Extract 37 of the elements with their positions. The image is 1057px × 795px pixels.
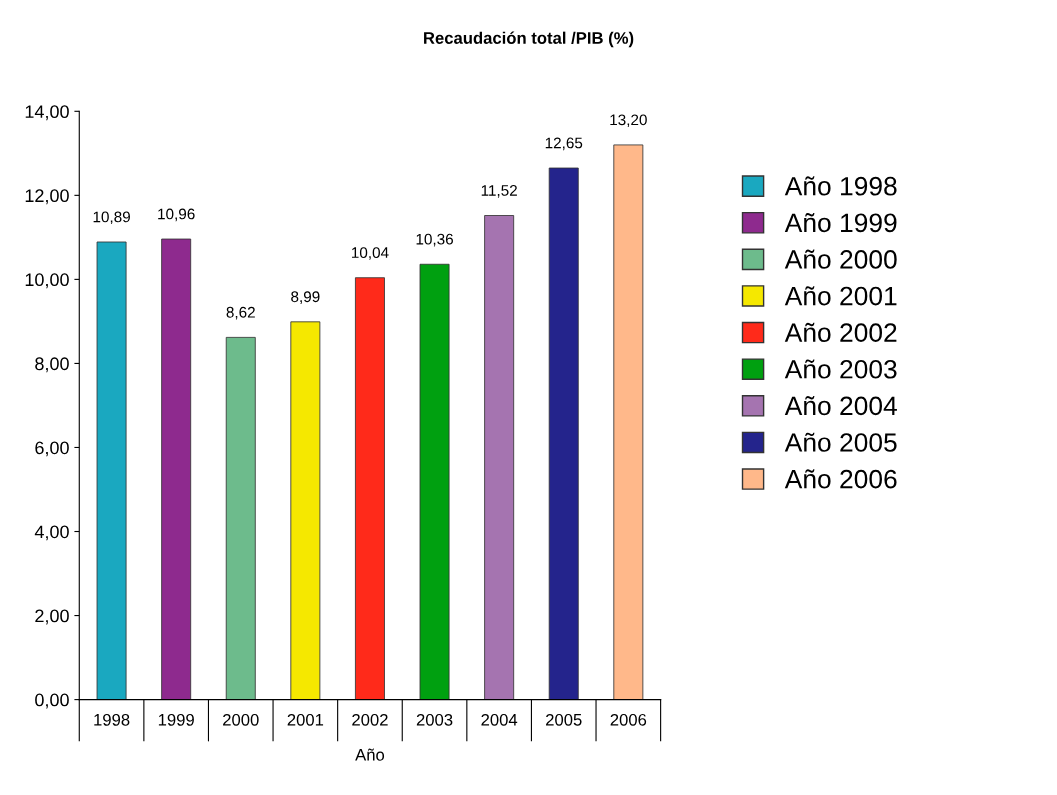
- x-tick-label: 1999: [158, 713, 194, 726]
- data-label: 10,89: [93, 211, 130, 225]
- data-label: 10,36: [416, 233, 453, 247]
- y-tick-label: 14,00: [25, 105, 69, 121]
- x-tick-label: 2002: [352, 713, 388, 726]
- y-tick-label: 8,00: [35, 357, 69, 373]
- x-tick-label: 2005: [546, 713, 582, 726]
- y-tick-label: 2,00: [35, 609, 69, 625]
- x-tick-label: 2000: [223, 713, 259, 726]
- data-label: 12,65: [545, 137, 583, 151]
- legend-label: Año 2002: [784, 322, 897, 343]
- legend-label: Año 2004: [784, 396, 897, 416]
- y-tick-label: 12,00: [25, 189, 69, 205]
- legend-label: Año 2005: [784, 432, 897, 452]
- legend-label: Año 2006: [784, 469, 897, 489]
- x-tick-label: 1998: [94, 713, 130, 726]
- y-tick-label: 4,00: [34, 525, 69, 541]
- chart-title: Recaudación total /PIB (%): [424, 31, 634, 48]
- legend-label: Año 2000: [784, 249, 897, 269]
- y-tick-label: 0,00: [35, 693, 69, 709]
- data-label: 8,62: [226, 306, 255, 320]
- x-tick-label: 2003: [416, 713, 453, 726]
- data-label: 8,99: [291, 291, 320, 304]
- x-tick-label: 2006: [610, 713, 647, 726]
- data-label: 10,96: [158, 208, 195, 222]
- y-tick-label: 10,00: [25, 273, 69, 289]
- x-axis-title: Año: [355, 748, 385, 761]
- data-label: 10,04: [352, 247, 389, 260]
- x-tick-label: 2001: [287, 713, 324, 726]
- legend-label: Año 2001: [784, 286, 897, 306]
- legend-label: Año 1999: [784, 212, 897, 233]
- legend-label: Año 1998: [784, 176, 897, 196]
- data-label: 13,20: [610, 114, 647, 128]
- y-tick-label: 6,00: [35, 441, 69, 457]
- data-label: 11,52: [481, 185, 517, 198]
- legend-label: Año 2003: [784, 359, 897, 379]
- x-tick-label: 2004: [481, 713, 518, 726]
